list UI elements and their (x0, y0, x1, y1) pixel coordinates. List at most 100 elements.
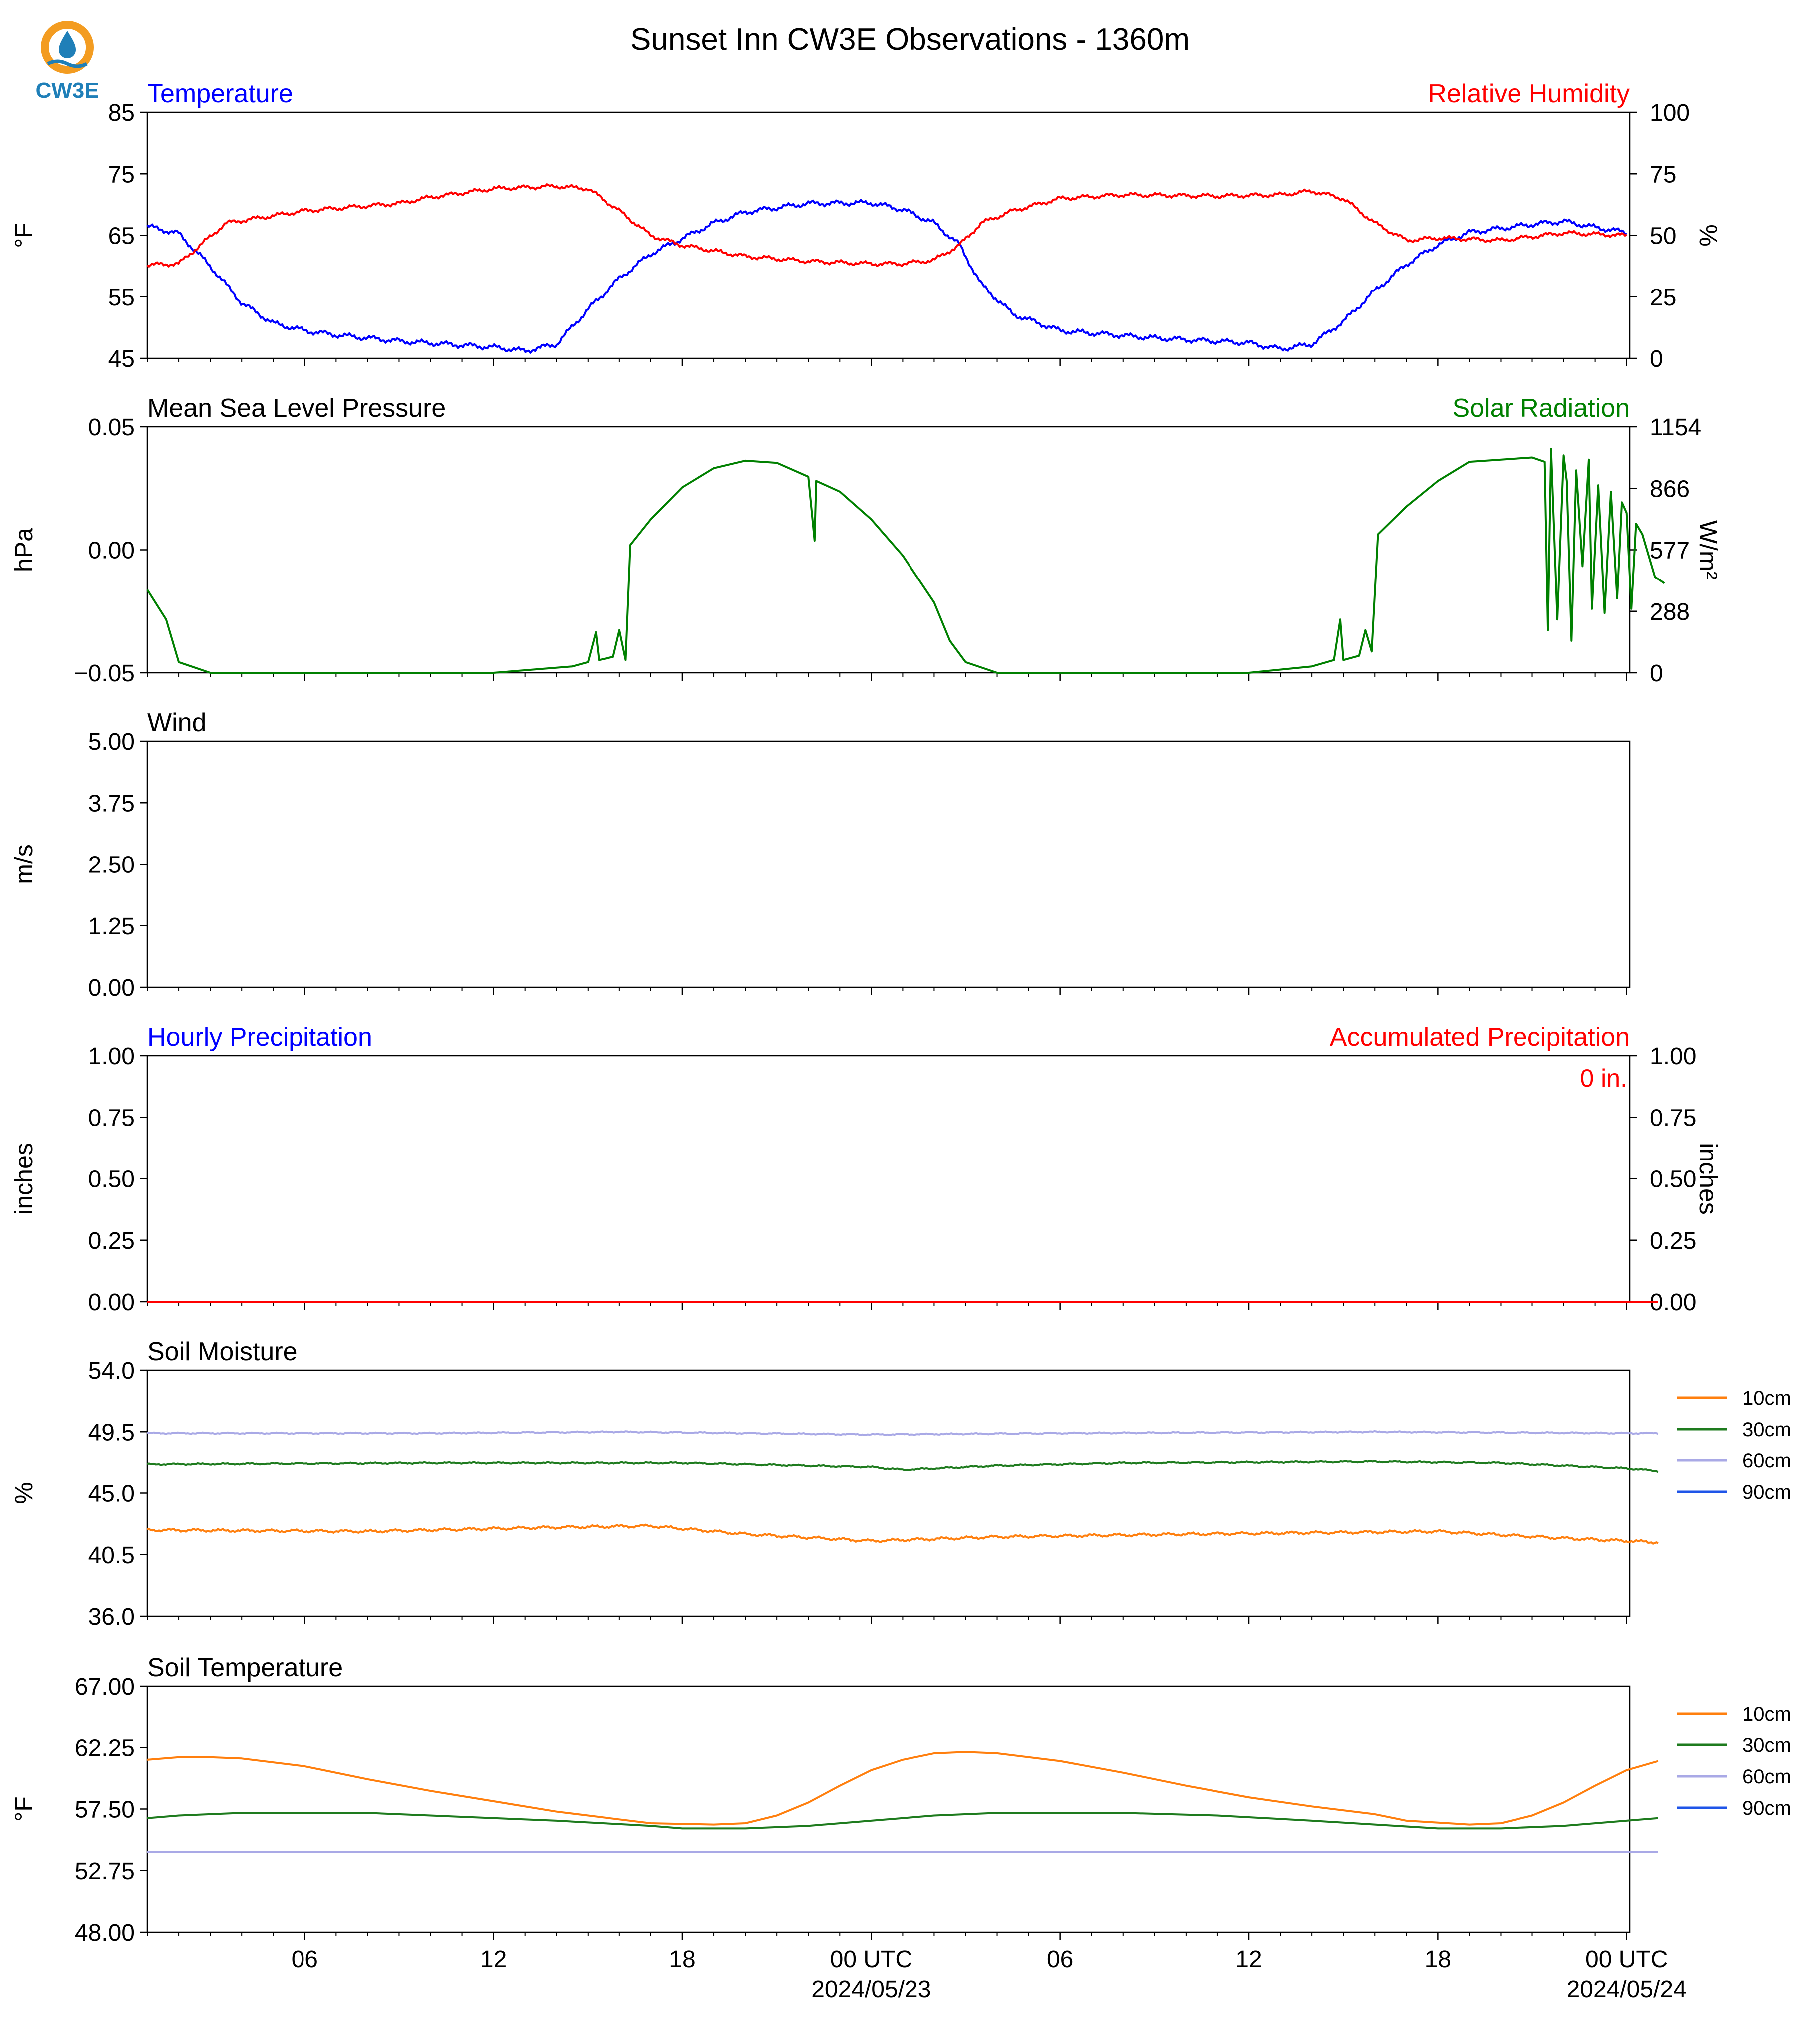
y-tick-label: 0.50 (88, 1166, 135, 1193)
series-line-2 (146, 183, 1627, 268)
plot-frame (146, 426, 1631, 674)
legend-label: 10cm (1742, 1703, 1791, 1725)
y2-tick-label: 50 (1650, 223, 1676, 250)
panel-3: Wind 0.00 1.25 2.50 3.75 5.00 m/s (10, 708, 1631, 1001)
panel-title: Mean Sea Level Pressure (147, 394, 446, 423)
y-tick-label: 45 (108, 346, 135, 372)
y-axis-label: hPa (10, 528, 38, 572)
y-tick-label: 49.5 (88, 1419, 135, 1446)
y2-tick-label: 0 (1650, 346, 1663, 372)
x-tick-label: 00 UTC (1585, 1946, 1668, 1973)
x-tick-label: 06 (1047, 1946, 1073, 1973)
legend-label: 90cm (1742, 1797, 1791, 1819)
y2-tick-label: 0.50 (1650, 1166, 1696, 1193)
x-tick-label: 12 (480, 1946, 507, 1973)
y-tick-label: 67.00 (75, 1674, 135, 1700)
series-line-2 (147, 1812, 1658, 1830)
y-axis-label: m/s (10, 844, 38, 884)
y-tick-label: 0.00 (88, 538, 135, 564)
y-axis-label: °F (10, 1796, 38, 1822)
y-axis-label: inches (10, 1143, 38, 1215)
y-tick-label: 75 (108, 161, 135, 188)
panel-title: Soil Temperature (147, 1653, 343, 1682)
legend-label: 10cm (1742, 1387, 1791, 1409)
panel-right-title: Solar Radiation (1452, 394, 1630, 423)
y-tick-label: 52.75 (75, 1858, 135, 1885)
figure-title: Sunset Inn CW3E Observations - 1360m (630, 22, 1190, 57)
y2-tick-label: 100 (1650, 100, 1690, 126)
y-tick-label: 65 (108, 223, 135, 250)
cw3e-logo: CW3E (35, 21, 99, 103)
series-line-1 (146, 199, 1627, 354)
plot-frame (146, 111, 1631, 359)
panel-title: Wind (147, 708, 206, 737)
y2-tick-label: 577 (1650, 538, 1690, 564)
y-tick-label: 0.05 (88, 414, 135, 441)
legend-label: 60cm (1742, 1766, 1791, 1788)
panel-6: Soil Temperature 48.00 52.75 57.50 62.25 67.0… (10, 1653, 1791, 2003)
y-tick-label: 54.0 (88, 1358, 135, 1384)
legend: 10cm 30cm 60cm 90cm (1677, 1703, 1791, 1819)
y2-axis-label: % (1694, 224, 1722, 246)
y2-tick-label: 75 (1650, 161, 1676, 188)
panel-right-title: Accumulated Precipitation (1330, 1023, 1630, 1052)
panel-title: Soil Moisture (147, 1337, 298, 1366)
y2-tick-label: 1.00 (1650, 1043, 1696, 1070)
y2-axis-label: W/m² (1694, 520, 1722, 579)
x-tick-label: 12 (1235, 1946, 1262, 1973)
y-tick-label: 0.00 (88, 975, 135, 1001)
series-line-3 (147, 1430, 1659, 1436)
plot-frame (146, 1055, 1631, 1303)
y-tick-label: 57.50 (75, 1797, 135, 1823)
y-tick-label: −0.05 (74, 660, 135, 687)
y2-tick-label: 866 (1650, 476, 1690, 502)
x-date-label: 2024/05/23 (811, 1976, 931, 2003)
y-tick-label: 2.50 (88, 852, 135, 878)
panel-1: Temperature Relative Humidity 45 55 65 75 85 0 2… (10, 79, 1722, 372)
y2-tick-label: 1154 (1650, 414, 1701, 441)
logo-waves-icon (47, 59, 88, 68)
x-tick-label: 18 (669, 1946, 695, 1973)
logo-drop-icon (59, 31, 76, 58)
logo-ring (41, 21, 94, 74)
y-tick-label: 55 (108, 285, 135, 311)
panel-4: Hourly Precipitation Accumulated Precipit… (10, 1023, 1722, 1316)
y-tick-label: 1.25 (88, 913, 135, 940)
y2-tick-label: 0.75 (1650, 1105, 1696, 1131)
accumulated-precip-annotation: 0 in. (1580, 1064, 1627, 1092)
y-tick-label: 40.5 (88, 1542, 135, 1569)
series-line-1 (146, 448, 1665, 674)
y-tick-label: 62.25 (75, 1735, 135, 1761)
y-axis-label: °F (10, 223, 38, 248)
x-date-label: 2024/05/24 (1567, 1976, 1687, 2003)
plot-frame (146, 1685, 1631, 1933)
y-tick-label: 85 (108, 100, 135, 126)
legend-label: 60cm (1742, 1450, 1791, 1472)
y2-axis-label: inches (1694, 1143, 1722, 1215)
panel-right-title: Relative Humidity (1428, 79, 1630, 108)
y-tick-label: 0.25 (88, 1228, 135, 1254)
y-tick-label: 1.00 (88, 1043, 135, 1070)
y2-tick-label: 0.25 (1650, 1228, 1696, 1254)
y-tick-label: 3.75 (88, 790, 135, 817)
y-tick-label: 48.00 (75, 1920, 135, 1946)
legend-label: 30cm (1742, 1735, 1791, 1756)
panel-5: Soil Moisture 36.0 40.5 45.0 49.5 54.0% 10cm 30… (10, 1337, 1791, 1630)
x-tick-label: 00 UTC (830, 1946, 912, 1973)
panel-title: Hourly Precipitation (147, 1023, 372, 1052)
y-tick-label: 5.00 (88, 729, 135, 755)
legend-label: 30cm (1742, 1419, 1791, 1441)
y-axis-label: % (10, 1482, 38, 1504)
series-line-1 (147, 1523, 1659, 1545)
plot-frame (146, 740, 1631, 988)
series-line-2 (147, 1460, 1659, 1473)
y-tick-label: 0.00 (88, 1289, 135, 1316)
y2-tick-label: 288 (1650, 599, 1690, 625)
y2-tick-label: 25 (1650, 285, 1676, 311)
y2-tick-label: 0 (1650, 660, 1663, 687)
logo-text: CW3E (35, 78, 99, 103)
panel-title: Temperature (147, 79, 293, 108)
series-line-1 (147, 1751, 1659, 1826)
x-tick-label: 06 (292, 1946, 318, 1973)
